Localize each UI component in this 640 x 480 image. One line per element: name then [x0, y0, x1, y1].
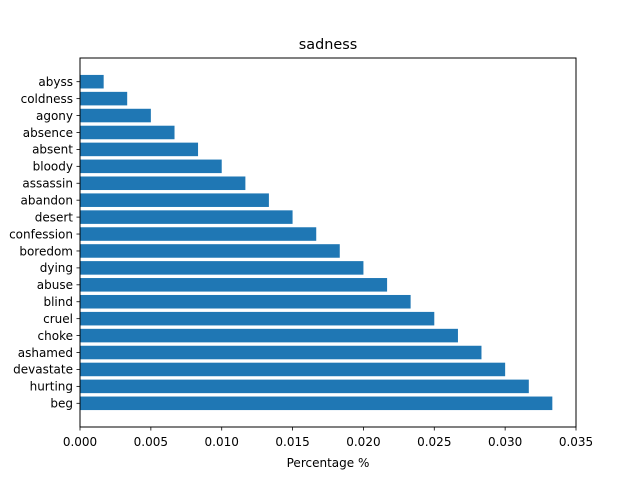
y-tick-label: agony [36, 109, 73, 123]
bar-boredom [80, 244, 340, 258]
x-tick-label: 0.010 [205, 435, 239, 449]
bar-absent [80, 142, 199, 157]
bar-confession [80, 227, 317, 241]
bar-ashamed [80, 345, 482, 360]
bar-blind [80, 294, 411, 309]
x-tick-label: 0.030 [488, 435, 522, 449]
y-tick-label: boredom [19, 244, 73, 258]
bar-devastate [80, 362, 506, 377]
y-tick-label: assassin [22, 177, 73, 191]
x-tick-label: 0.000 [63, 435, 97, 449]
bar-abyss [80, 74, 104, 89]
y-tick-label: beg [50, 397, 73, 411]
chart-title: sadness [299, 37, 357, 53]
y-tick-label: abuse [37, 278, 73, 292]
bar-abandon [80, 193, 269, 207]
bar-dying [80, 261, 364, 275]
y-tick-label: cruel [43, 312, 73, 326]
x-tick-label: 0.025 [417, 435, 451, 449]
bar-bloody [80, 159, 222, 174]
x-tick-label: 0.005 [134, 435, 168, 449]
y-tick-label: choke [38, 329, 73, 343]
bar-desert [80, 210, 293, 224]
bar-beg [80, 396, 553, 411]
y-tick-label: hurting [30, 380, 73, 394]
y-tick-label: absent [32, 143, 73, 157]
y-tick-label: devastate [13, 363, 73, 377]
y-tick-label: bloody [33, 160, 73, 174]
bar-abuse [80, 278, 388, 292]
y-tick-label: dying [40, 261, 73, 275]
y-tick-label: abandon [21, 193, 74, 207]
bar-absence [80, 125, 175, 140]
x-tick-label: 0.035 [559, 435, 593, 449]
y-tick-label: absence [23, 126, 73, 140]
bar-agony [80, 108, 151, 123]
y-tick-label: coldness [21, 92, 73, 106]
x-tick-label: 0.020 [346, 435, 380, 449]
y-tick-label: confession [9, 227, 73, 241]
y-tick-label: ashamed [18, 346, 73, 360]
y-tick-label: abyss [38, 75, 73, 89]
ticks-layer: beg hurting devastate ashamed choke cruel blin… [9, 75, 593, 449]
y-tick-label: blind [43, 295, 73, 309]
bar-choke [80, 328, 458, 343]
y-tick-label: desert [35, 210, 74, 224]
x-tick-label: 0.015 [275, 435, 309, 449]
bar-hurting [80, 379, 529, 394]
bars-layer [80, 74, 553, 411]
x-axis-label: Percentage % [287, 456, 370, 470]
bar-coldness [80, 91, 128, 106]
plot-frame [79, 57, 577, 428]
bar-cruel [80, 311, 435, 326]
bar-assassin [80, 176, 246, 191]
